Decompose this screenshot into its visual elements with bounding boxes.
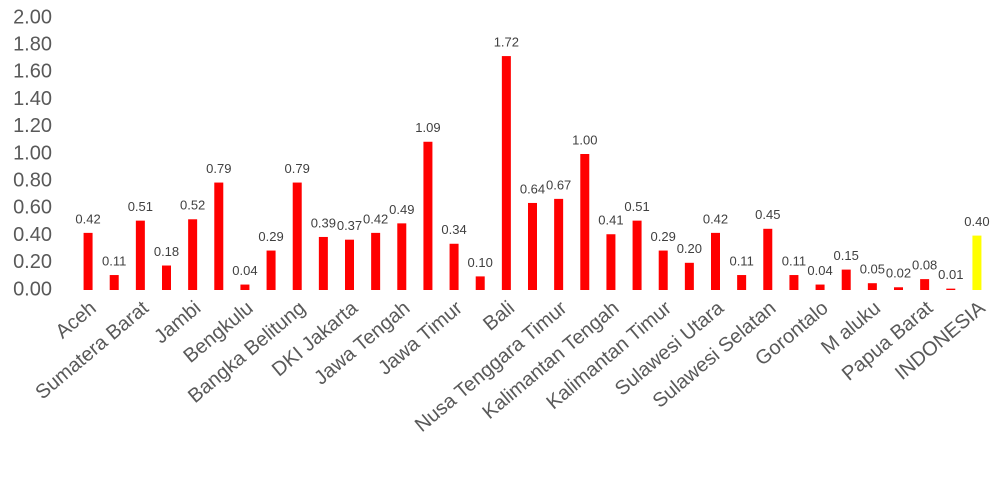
bar xyxy=(188,219,198,290)
x-tick-label: INDONESIA xyxy=(891,297,990,385)
value-label: 0.02 xyxy=(886,266,911,281)
value-label: 0.67 xyxy=(546,177,571,192)
value-label: 0.10 xyxy=(468,255,493,270)
value-label: 0.11 xyxy=(102,253,126,268)
y-tick-label: 1.40 xyxy=(13,88,52,110)
y-tick-label: 0.00 xyxy=(13,278,52,300)
value-label: 0.42 xyxy=(703,211,728,226)
value-label: 1.00 xyxy=(572,132,597,147)
value-label: 0.49 xyxy=(389,202,414,217)
value-label: 0.41 xyxy=(598,213,623,228)
y-tick-label: 0.80 xyxy=(13,169,52,191)
value-label: 0.05 xyxy=(860,262,885,277)
value-label: 0.15 xyxy=(834,248,859,263)
bar xyxy=(841,269,851,290)
value-label: 0.11 xyxy=(782,253,806,268)
y-tick-label: 1.60 xyxy=(13,61,52,83)
value-label: 1.72 xyxy=(494,35,519,50)
bar xyxy=(946,288,956,290)
value-label: 0.79 xyxy=(206,161,231,176)
bar xyxy=(449,243,459,290)
bar xyxy=(528,202,537,290)
bar xyxy=(684,262,694,290)
value-label: 0.29 xyxy=(258,229,283,244)
y-tick-label: 2.00 xyxy=(13,6,52,28)
bar xyxy=(475,276,485,290)
value-label: 0.18 xyxy=(154,244,179,259)
bar xyxy=(345,239,354,290)
bar xyxy=(318,236,328,290)
bar xyxy=(135,220,145,290)
bar xyxy=(972,235,982,290)
value-label: 0.08 xyxy=(912,258,937,273)
value-label: 0.20 xyxy=(677,241,702,256)
bar xyxy=(214,182,224,290)
bar xyxy=(554,198,564,290)
value-label: 0.04 xyxy=(807,263,832,278)
bar xyxy=(580,154,590,290)
value-label: 0.40 xyxy=(964,214,989,229)
value-label: 0.29 xyxy=(651,229,676,244)
y-tick-label: 0.20 xyxy=(13,251,52,273)
value-label: 0.34 xyxy=(441,222,466,237)
y-tick-label: 1.80 xyxy=(13,33,52,55)
value-label: 0.51 xyxy=(624,199,649,214)
bar xyxy=(240,284,250,290)
bar xyxy=(920,279,930,290)
value-label: 0.64 xyxy=(520,181,545,196)
bar xyxy=(292,182,302,290)
bar xyxy=(266,250,276,290)
bar xyxy=(397,223,407,290)
bar xyxy=(737,275,747,290)
bar xyxy=(162,265,171,290)
y-tick-label: 1.20 xyxy=(13,115,52,137)
bar xyxy=(632,220,642,290)
y-tick-label: 0.40 xyxy=(13,224,52,246)
value-label: 0.42 xyxy=(363,211,388,226)
value-label: 0.45 xyxy=(755,207,780,222)
value-label: 0.79 xyxy=(285,161,310,176)
bar xyxy=(658,250,668,290)
bar xyxy=(109,275,119,290)
bar xyxy=(371,232,381,290)
bar xyxy=(83,232,93,290)
bar xyxy=(423,141,433,290)
value-label: 0.04 xyxy=(232,263,257,278)
value-label: 0.42 xyxy=(75,211,100,226)
bar xyxy=(894,287,903,290)
bar xyxy=(867,283,877,290)
bar xyxy=(815,284,825,290)
bar xyxy=(606,234,616,290)
value-label: 0.52 xyxy=(180,198,205,213)
value-label: 0.01 xyxy=(938,267,963,282)
bar xyxy=(789,275,799,290)
bar xyxy=(711,232,720,290)
bar xyxy=(501,56,511,290)
y-tick-label: 0.60 xyxy=(13,197,52,219)
x-tick-label: Bali xyxy=(479,297,519,335)
value-label: 0.39 xyxy=(311,215,336,230)
value-label: 0.51 xyxy=(128,199,153,214)
bar xyxy=(763,228,773,290)
value-label: 1.09 xyxy=(415,120,440,135)
value-label: 0.11 xyxy=(729,253,753,268)
value-label: 0.37 xyxy=(337,218,362,233)
y-tick-label: 1.00 xyxy=(13,142,52,164)
